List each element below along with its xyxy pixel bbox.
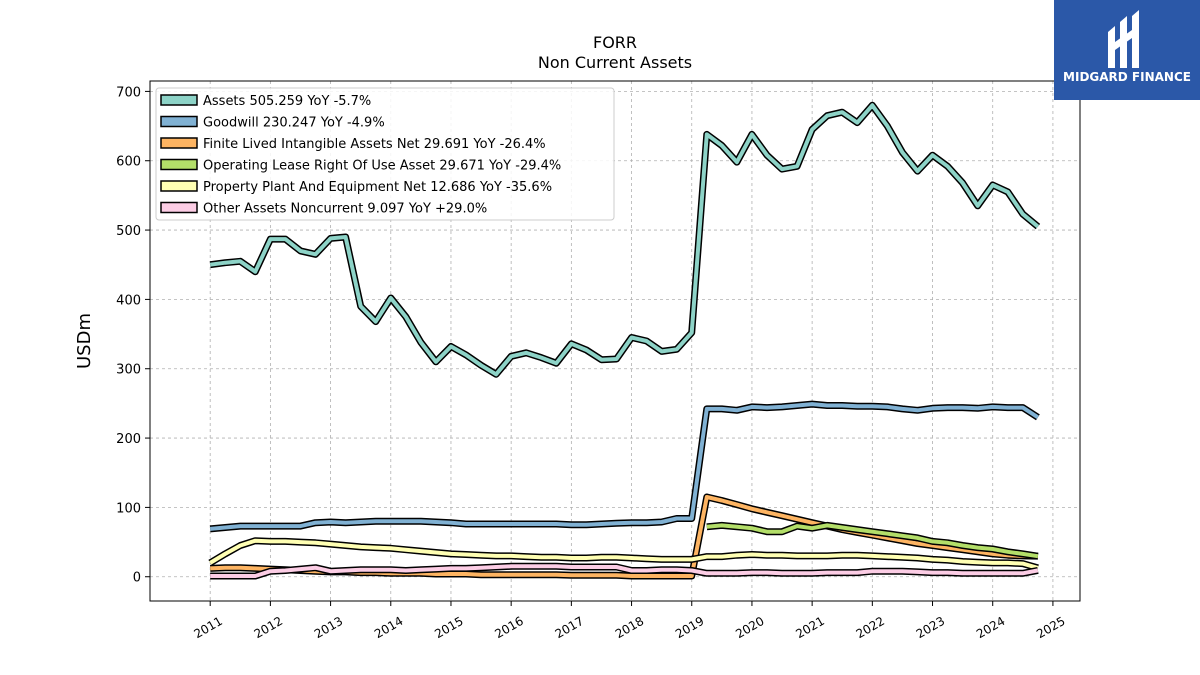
y-axis: 0 100 200 300 400 500 600 700 (116, 85, 150, 586)
series-line (210, 402, 1039, 531)
legend-swatch (160, 115, 198, 128)
series-1 (209, 400, 1040, 533)
legend-swatch (160, 137, 198, 149)
legend-swatch (160, 158, 198, 171)
series-layer (208, 101, 1041, 580)
x-tick-label: 2013 (312, 614, 345, 641)
y-tick-label: 300 (116, 363, 141, 378)
x-tick-label: 2012 (252, 614, 285, 641)
x-tick-label: 2023 (914, 614, 947, 641)
series-0 (209, 101, 1041, 378)
legend-entry: Operating Lease Right Of Use Asset 29.67… (203, 159, 561, 174)
x-tick-label: 2025 (1034, 614, 1067, 641)
y-tick-label: 700 (116, 85, 141, 100)
x-tick-label: 2024 (974, 614, 1007, 641)
y-axis-label: USDm (74, 313, 95, 369)
x-tick-label: 2019 (673, 614, 706, 641)
midgard-m-logo-icon (1108, 10, 1139, 68)
series-line (209, 538, 1039, 570)
legend-swatch (160, 94, 198, 106)
legend-entry: Goodwill 230.247 YoY -4.9% (203, 116, 385, 131)
x-axis: 2011 2012 2013 2014 2015 2016 2017 2018 2019 2020… (191, 601, 1068, 641)
legend-box (155, 87, 615, 221)
legend-swatch (160, 201, 198, 214)
y-tick-label: 100 (116, 501, 141, 516)
series-4 (208, 537, 1039, 572)
x-tick-label: 2015 (432, 614, 465, 641)
plot-frame (149, 80, 1081, 602)
legend: Assets 505.259 YoY -5.7% Goodwill 230.247… (155, 87, 615, 221)
series-line (706, 523, 1039, 559)
legend-swatch (160, 180, 198, 192)
series-line (210, 564, 1039, 578)
y-tick-label: 200 (116, 432, 141, 447)
x-tick-label: 2017 (553, 614, 586, 641)
chart-subtitle: Non Current Assets (538, 53, 692, 72)
series-3 (706, 521, 1039, 560)
x-tick-label: 2014 (372, 614, 405, 641)
series-line (209, 103, 1040, 377)
y-tick-label: 400 (116, 293, 141, 308)
y-tick-label: 0 (133, 571, 141, 586)
y-tick-label: 500 (116, 224, 141, 239)
x-tick-label: 2016 (492, 614, 525, 641)
legend-entry: Other Assets Noncurrent 9.097 YoY +29.0% (203, 202, 487, 217)
x-tick-label: 2020 (733, 614, 766, 641)
x-tick-label: 2011 (191, 614, 224, 641)
y-tick-label: 600 (116, 155, 141, 170)
brand-name: MIDGARD FINANCE (1063, 70, 1191, 84)
x-tick-label: 2021 (793, 614, 826, 641)
chart-title: FORR (593, 33, 637, 52)
legend-entry: Property Plant And Equipment Net 12.686 … (203, 180, 552, 195)
legend-entry: Assets 505.259 YoY -5.7% (203, 94, 371, 109)
brand-banner: MIDGARD FINANCE (1054, 0, 1200, 100)
legend-entry: Finite Lived Intangible Assets Net 29.69… (203, 137, 546, 152)
x-tick-label: 2018 (613, 614, 646, 641)
x-tick-label: 2022 (854, 614, 887, 641)
series-5 (210, 562, 1039, 580)
